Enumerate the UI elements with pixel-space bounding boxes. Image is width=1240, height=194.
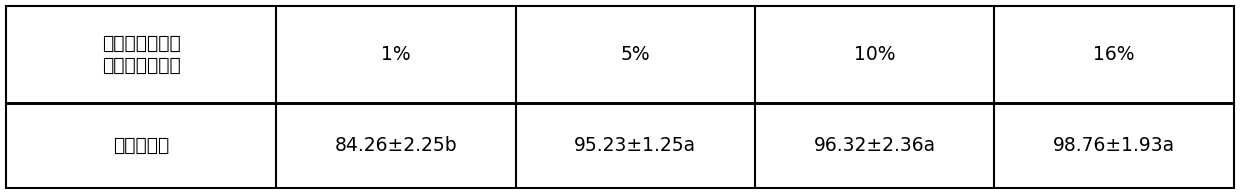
- Text: 10%: 10%: [854, 45, 895, 64]
- Text: 98.76±1.93a: 98.76±1.93a: [1053, 136, 1176, 155]
- Text: 1%: 1%: [381, 45, 410, 64]
- Text: 石油醚提取物在
组合物中的含量: 石油醚提取物在 组合物中的含量: [102, 34, 181, 75]
- Text: 校正死亡率: 校正死亡率: [113, 136, 170, 155]
- Text: 5%: 5%: [620, 45, 650, 64]
- Text: 84.26±2.25b: 84.26±2.25b: [335, 136, 458, 155]
- Text: 95.23±1.25a: 95.23±1.25a: [574, 136, 697, 155]
- Text: 96.32±2.36a: 96.32±2.36a: [813, 136, 936, 155]
- Text: 16%: 16%: [1094, 45, 1135, 64]
